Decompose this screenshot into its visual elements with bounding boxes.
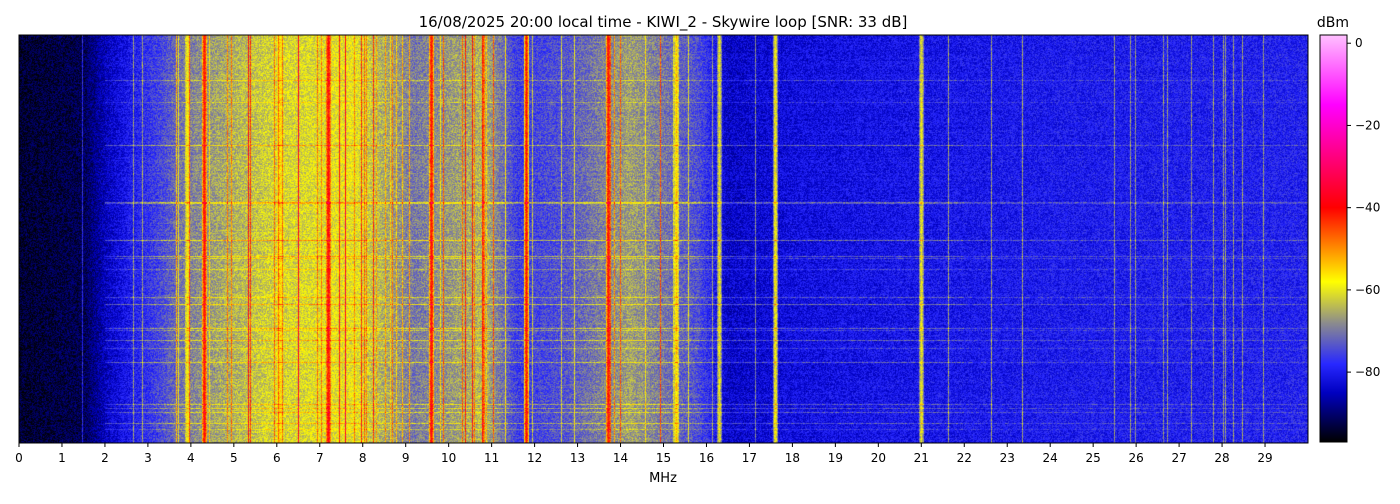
x-tick-label: 13 <box>570 451 585 465</box>
x-tick-label: 20 <box>871 451 886 465</box>
x-tick-label: 4 <box>187 451 195 465</box>
x-tick-label: 3 <box>144 451 152 465</box>
colorbar-tick-label: −20 <box>1355 118 1380 132</box>
x-tick-label: 22 <box>957 451 972 465</box>
x-tick-label: 24 <box>1043 451 1058 465</box>
x-tick-label: 11 <box>484 451 499 465</box>
spectrogram-canvas <box>19 35 1308 443</box>
x-tick-label: 29 <box>1257 451 1272 465</box>
x-tick-label: 15 <box>656 451 671 465</box>
x-axis-label: MHz <box>649 471 677 486</box>
x-tick-label: 6 <box>273 451 281 465</box>
x-tick-label: 9 <box>402 451 410 465</box>
x-tick-label: 10 <box>441 451 456 465</box>
colorbar-tick-label: −60 <box>1355 283 1380 297</box>
colorbar-tick-label: −80 <box>1355 365 1380 379</box>
x-tick-label: 26 <box>1128 451 1143 465</box>
colorbar-axis: 0 −20 −40 −60 −80 <box>1347 36 1380 379</box>
x-tick-label: 25 <box>1086 451 1101 465</box>
colorbar-label: dBm <box>1317 15 1349 31</box>
colorbar-tick-label: −40 <box>1355 201 1380 215</box>
x-tick-label: 2 <box>101 451 109 465</box>
spectrogram-region <box>19 35 1308 443</box>
x-tick-label: 19 <box>828 451 843 465</box>
x-tick-label: 8 <box>359 451 367 465</box>
x-tick-label: 14 <box>613 451 628 465</box>
colorbar-tick-label: 0 <box>1355 36 1363 50</box>
x-tick-label: 27 <box>1171 451 1186 465</box>
x-tick-label: 12 <box>527 451 542 465</box>
colorbar <box>1319 34 1348 443</box>
x-tick-label: 1 <box>58 451 66 465</box>
x-tick-label: 18 <box>785 451 800 465</box>
x-tick-label: 17 <box>742 451 757 465</box>
chart-title: 16/08/2025 20:00 local time - KIWI_2 - S… <box>419 13 908 32</box>
x-tick-label: 23 <box>1000 451 1015 465</box>
x-axis: 0 1 2 3 4 5 6 7 8 9 10 11 12 13 14 15 16 17 18 19 20 21 22 23 24… <box>15 443 1273 465</box>
x-tick-label: 5 <box>230 451 238 465</box>
x-tick-label: 0 <box>15 451 23 465</box>
x-tick-label: 21 <box>914 451 929 465</box>
x-tick-label: 28 <box>1214 451 1229 465</box>
x-tick-label: 16 <box>699 451 714 465</box>
x-tick-label: 7 <box>316 451 324 465</box>
